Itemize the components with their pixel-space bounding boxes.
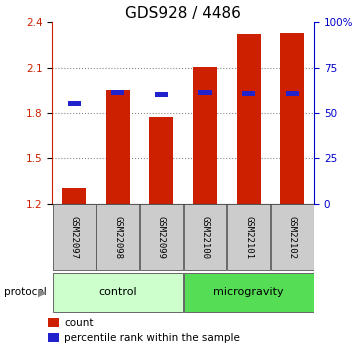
Text: protocol: protocol [4, 287, 46, 297]
Bar [237, 34, 261, 204]
Text: percentile rank within the sample: percentile rank within the sample [64, 333, 240, 343]
FancyBboxPatch shape [96, 204, 139, 270]
Bar [149, 117, 173, 204]
Text: GSM22097: GSM22097 [70, 216, 79, 259]
Text: GSM22100: GSM22100 [200, 216, 209, 259]
Bar [280, 33, 304, 204]
FancyBboxPatch shape [227, 204, 270, 270]
Text: microgravity: microgravity [213, 287, 284, 297]
Text: ▶: ▶ [38, 287, 47, 297]
FancyBboxPatch shape [140, 204, 183, 270]
FancyBboxPatch shape [184, 204, 226, 270]
Text: GSM22099: GSM22099 [157, 216, 166, 259]
Bar [286, 90, 299, 96]
Text: control: control [99, 287, 137, 297]
Text: GSM22101: GSM22101 [244, 216, 253, 259]
Title: GDS928 / 4486: GDS928 / 4486 [125, 6, 241, 21]
Bar [199, 90, 212, 95]
Bar [48, 333, 58, 342]
Bar [106, 90, 130, 204]
FancyBboxPatch shape [53, 273, 183, 312]
Text: GSM22102: GSM22102 [288, 216, 297, 259]
Text: GSM22098: GSM22098 [113, 216, 122, 259]
Bar [48, 318, 58, 327]
Bar [155, 92, 168, 97]
Bar [242, 91, 255, 96]
FancyBboxPatch shape [271, 204, 314, 270]
Bar [68, 101, 81, 106]
Bar [193, 67, 217, 204]
Bar [111, 90, 125, 95]
FancyBboxPatch shape [53, 204, 96, 270]
FancyBboxPatch shape [184, 273, 314, 312]
Text: count: count [64, 318, 93, 328]
Bar [62, 188, 86, 204]
